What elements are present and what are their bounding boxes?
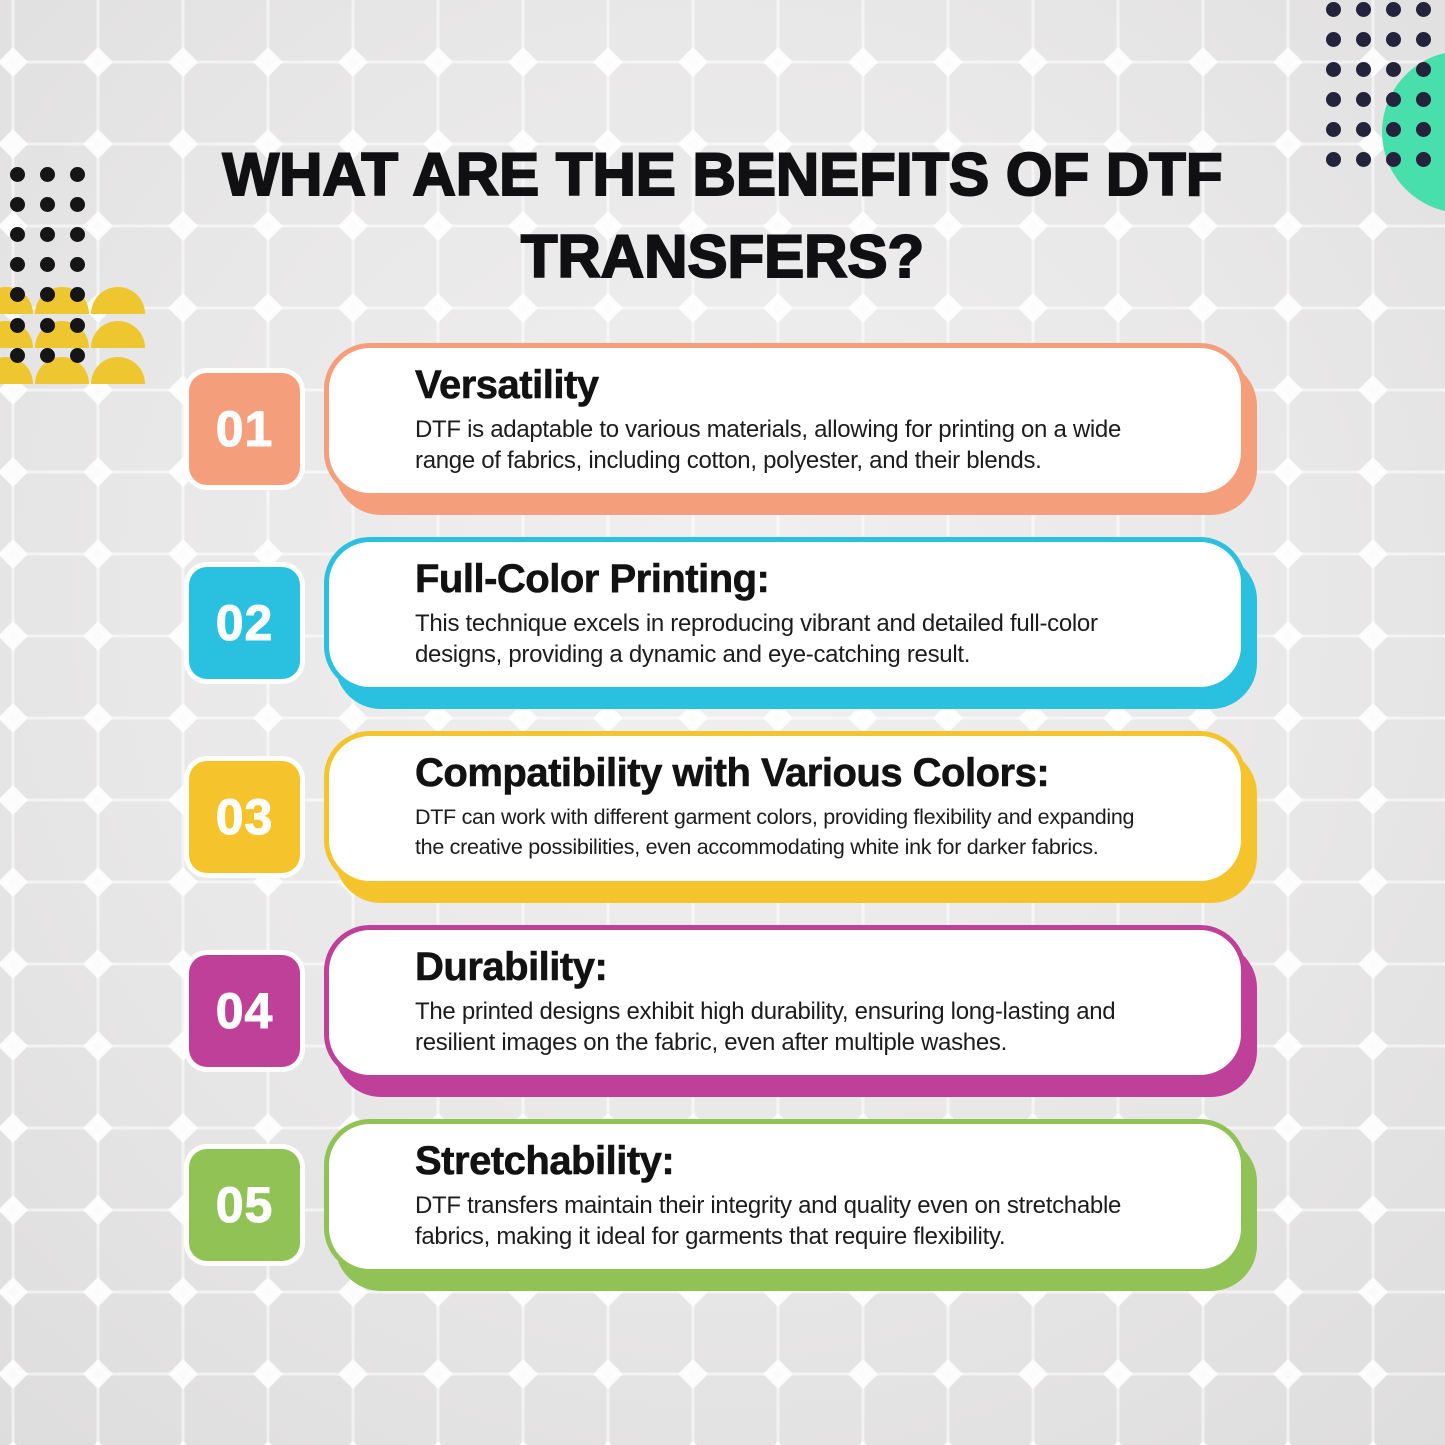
benefit-title: Versatility (415, 363, 600, 408)
decorative-dot (69, 166, 85, 182)
decorative-dot (1355, 121, 1371, 137)
decorative-dot (39, 257, 55, 273)
decorative-dot (1385, 61, 1401, 77)
decorative-dot (9, 166, 25, 182)
decorative-dot (1325, 91, 1341, 107)
benefit-title: Stretchability: (415, 1139, 675, 1184)
benefit-card: Full-Color Printing: This technique exce… (324, 537, 1257, 709)
decorative-dot (1415, 31, 1431, 47)
decorative-dot (39, 317, 55, 333)
benefit-row: 02 Full-Color Printing: This technique e… (189, 537, 1289, 731)
decorative-dot (1415, 151, 1431, 167)
decorative-dot (1325, 1, 1341, 17)
badge-number: 05 (215, 1177, 274, 1234)
badge-number: 02 (215, 595, 274, 652)
decorative-dot (9, 347, 25, 363)
decorative-dot (1355, 1, 1371, 17)
decorative-dot (9, 317, 25, 333)
decorative-dot (1325, 61, 1341, 77)
decorative-dot (1385, 91, 1401, 107)
decorative-dot (1415, 1, 1431, 17)
decorative-dot (1385, 151, 1401, 167)
number-badge: 03 (189, 761, 300, 873)
benefit-description: The printed designs exhibit high durabil… (415, 998, 1116, 1056)
benefit-description: DTF can work with different garment colo… (415, 805, 1135, 859)
decorative-dot (1385, 121, 1401, 137)
benefit-row: 04 Durability: The printed designs exhib… (189, 925, 1289, 1119)
decorative-dot (1325, 121, 1341, 137)
number-badge: 02 (189, 567, 300, 679)
benefit-row: 05 Stretchability: DTF transfers maintai… (189, 1119, 1289, 1313)
decorative-dot (1325, 151, 1341, 167)
benefit-description: This technique excels in reproducing vib… (415, 610, 1098, 668)
decorative-dot (69, 287, 85, 303)
badge-number: 03 (215, 789, 274, 846)
decorative-dot (1415, 121, 1431, 137)
benefit-description: DTF transfers maintain their integrity a… (415, 1192, 1122, 1250)
decorative-dot (39, 226, 55, 242)
card-face: Full-Color Printing: This technique exce… (324, 537, 1246, 692)
decorative-dot (1355, 151, 1371, 167)
benefit-row: 03 Compatibility with Various Colors: DT… (189, 731, 1289, 925)
number-badge: 01 (189, 373, 300, 485)
decorative-dot (9, 287, 25, 303)
badge-number: 01 (215, 401, 274, 458)
decorative-dot (69, 347, 85, 363)
benefit-card: Durability: The printed designs exhibit … (324, 925, 1257, 1097)
decorative-dot (9, 226, 25, 242)
half-circle-shape (91, 321, 145, 348)
card-face: Versatility DTF is adaptable to various … (324, 343, 1246, 498)
benefit-card: Compatibility with Various Colors: DTF c… (324, 731, 1257, 903)
benefit-card: Stretchability: DTF transfers maintain t… (324, 1119, 1257, 1291)
badge-number: 04 (215, 983, 274, 1040)
decorative-dot (39, 347, 55, 363)
card-face: Compatibility with Various Colors: DTF c… (324, 731, 1246, 886)
decorative-dot (1355, 61, 1371, 77)
decorative-dot (1415, 91, 1431, 107)
benefit-card: Versatility DTF is adaptable to various … (324, 343, 1257, 515)
card-face: Stretchability: DTF transfers maintain t… (324, 1119, 1246, 1274)
decorative-dot (1385, 1, 1401, 17)
decorative-dot (1355, 91, 1371, 107)
number-badge: 04 (189, 955, 300, 1067)
decorative-dot (69, 317, 85, 333)
decorative-dot (39, 196, 55, 212)
benefit-row: 01 Versatility DTF is adaptable to vario… (189, 343, 1289, 537)
decorative-dot (9, 257, 25, 273)
page-title: WHAT ARE THE BENEFITS OF DTF TRANSFERS? (222, 140, 1224, 291)
benefit-title: Durability: (415, 945, 608, 990)
benefit-description: DTF is adaptable to various materials, a… (415, 416, 1122, 474)
decorative-dot (1325, 31, 1341, 47)
number-badge: 05 (189, 1149, 300, 1261)
decorative-dot (39, 166, 55, 182)
benefit-title: Full-Color Printing: (415, 557, 770, 602)
decorative-dot (1415, 61, 1431, 77)
benefit-title: Compatibility with Various Colors: (415, 751, 1050, 796)
half-circle-shape (91, 357, 145, 384)
decorative-dot (69, 226, 85, 242)
decorative-dot (39, 287, 55, 303)
decorative-dot (69, 257, 85, 273)
decorative-dot (1385, 31, 1401, 47)
decorative-dot (1355, 31, 1371, 47)
decorative-dot (69, 196, 85, 212)
decorative-dot (9, 196, 25, 212)
card-face: Durability: The printed designs exhibit … (324, 925, 1246, 1080)
